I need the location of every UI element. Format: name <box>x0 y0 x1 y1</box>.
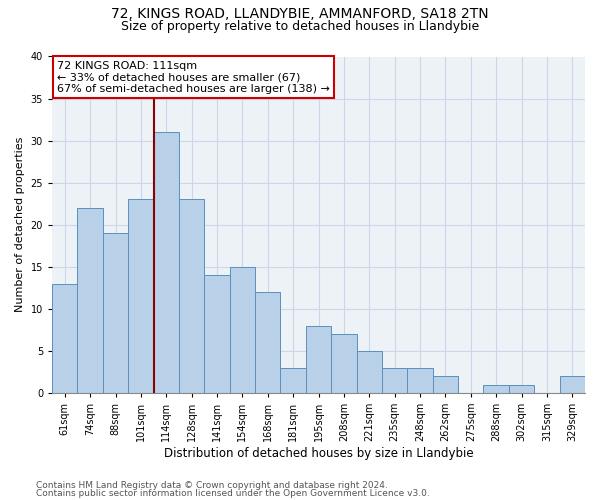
Bar <box>154 132 179 393</box>
Bar <box>255 292 280 393</box>
Bar <box>52 284 77 393</box>
Y-axis label: Number of detached properties: Number of detached properties <box>15 137 25 312</box>
Bar <box>77 208 103 393</box>
Bar <box>382 368 407 393</box>
Bar <box>230 267 255 393</box>
Bar <box>356 351 382 393</box>
Text: 72 KINGS ROAD: 111sqm
← 33% of detached houses are smaller (67)
67% of semi-deta: 72 KINGS ROAD: 111sqm ← 33% of detached … <box>57 60 330 94</box>
Bar <box>179 200 205 393</box>
Bar <box>103 233 128 393</box>
X-axis label: Distribution of detached houses by size in Llandybie: Distribution of detached houses by size … <box>164 447 473 460</box>
Text: 72, KINGS ROAD, LLANDYBIE, AMMANFORD, SA18 2TN: 72, KINGS ROAD, LLANDYBIE, AMMANFORD, SA… <box>111 8 489 22</box>
Bar <box>560 376 585 393</box>
Bar <box>128 200 154 393</box>
Bar <box>280 368 306 393</box>
Bar <box>331 334 356 393</box>
Bar <box>407 368 433 393</box>
Bar <box>433 376 458 393</box>
Bar <box>484 384 509 393</box>
Text: Contains HM Land Registry data © Crown copyright and database right 2024.: Contains HM Land Registry data © Crown c… <box>36 481 388 490</box>
Text: Size of property relative to detached houses in Llandybie: Size of property relative to detached ho… <box>121 20 479 33</box>
Text: Contains public sector information licensed under the Open Government Licence v3: Contains public sector information licen… <box>36 489 430 498</box>
Bar <box>205 275 230 393</box>
Bar <box>306 326 331 393</box>
Bar <box>509 384 534 393</box>
